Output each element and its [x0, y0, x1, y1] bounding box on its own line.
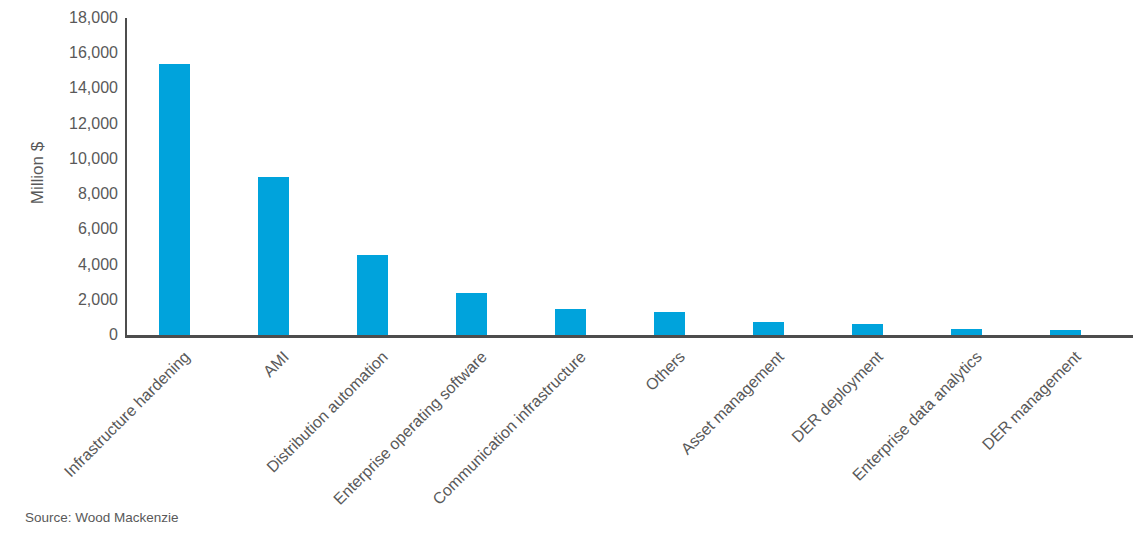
y-tick-label: 14,000 — [0, 79, 118, 97]
y-tick-label: 12,000 — [0, 115, 118, 133]
y-tick-label: 2,000 — [0, 291, 118, 309]
bar-asset-management — [753, 322, 784, 335]
bar-der-management — [1050, 330, 1081, 335]
y-tick-label: 6,000 — [0, 220, 118, 238]
x-category-label: Enterprise data analytics — [789, 348, 986, 538]
y-tick-label: 18,000 — [0, 9, 118, 27]
x-category-label: DER deployment — [690, 348, 887, 538]
bar-communication-infrastructure — [555, 309, 586, 335]
x-category-label: Distribution automation — [195, 348, 392, 538]
bar-others — [654, 312, 685, 335]
bar-enterprise-data-analytics — [951, 329, 982, 335]
y-tick-label: 16,000 — [0, 44, 118, 62]
plot-area — [125, 18, 1133, 338]
bar-infrastructure-hardening — [159, 64, 190, 335]
source-note: Source: Wood Mackenzie — [25, 510, 179, 525]
bar-der-deployment — [852, 324, 883, 335]
bar-chart: Million $ 02,0004,0006,0008,00010,00012,… — [0, 0, 1137, 538]
x-category-label: Communication infrastructure — [393, 348, 590, 538]
y-tick-label: 4,000 — [0, 256, 118, 274]
x-category-label: DER management — [888, 348, 1085, 538]
x-category-label: Enterprise operating software — [294, 348, 491, 538]
bar-ami — [258, 177, 289, 335]
bar-enterprise-operating-software — [456, 293, 487, 335]
x-category-label: Others — [492, 348, 689, 538]
bar-distribution-automation — [357, 255, 388, 335]
y-tick-label: 8,000 — [0, 185, 118, 203]
y-tick-label: 10,000 — [0, 150, 118, 168]
y-tick-label: 0 — [0, 326, 118, 344]
x-category-label: Asset management — [591, 348, 788, 538]
